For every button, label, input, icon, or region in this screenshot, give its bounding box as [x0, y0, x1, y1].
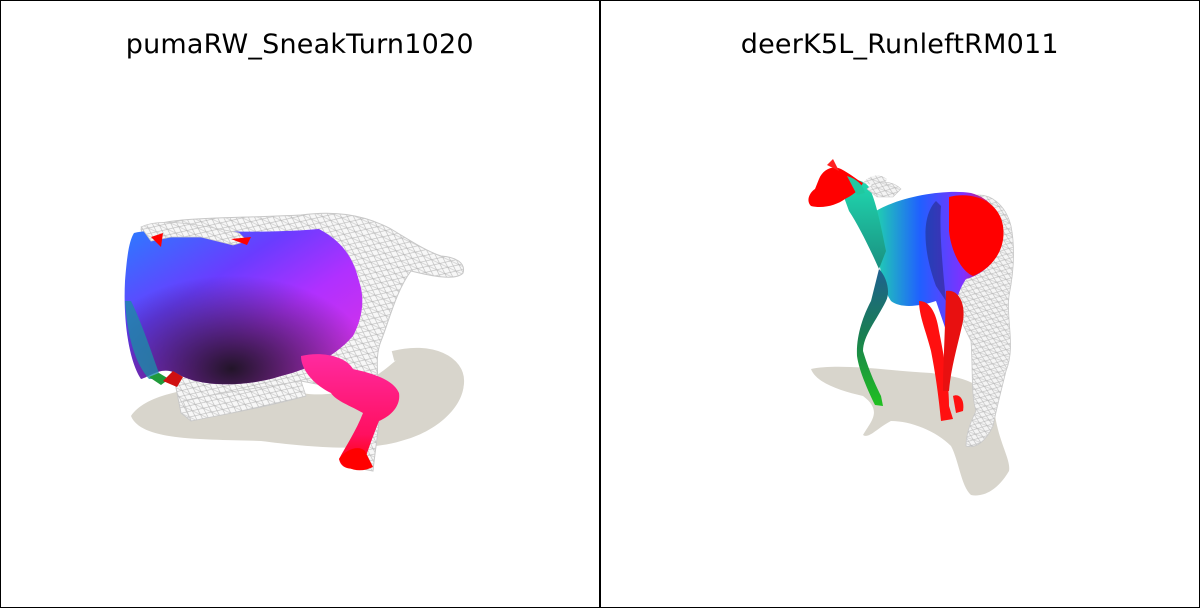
puma-render — [124, 212, 465, 472]
panel-title: deerK5L_RunleftRM011 — [740, 29, 1059, 60]
panel-title: pumaRW_SneakTurn1020 — [125, 29, 474, 60]
ground-shadow — [131, 351, 464, 448]
panel-puma: pumaRW_SneakTurn1020 — [1, 1, 601, 607]
panel-deer: deerK5L_RunleftRM011 — [601, 1, 1200, 607]
deer-front-leg — [856, 269, 888, 406]
deer-render — [807, 159, 1014, 496]
puma-hind-leg — [301, 354, 400, 469]
deer-neck — [840, 180, 886, 269]
